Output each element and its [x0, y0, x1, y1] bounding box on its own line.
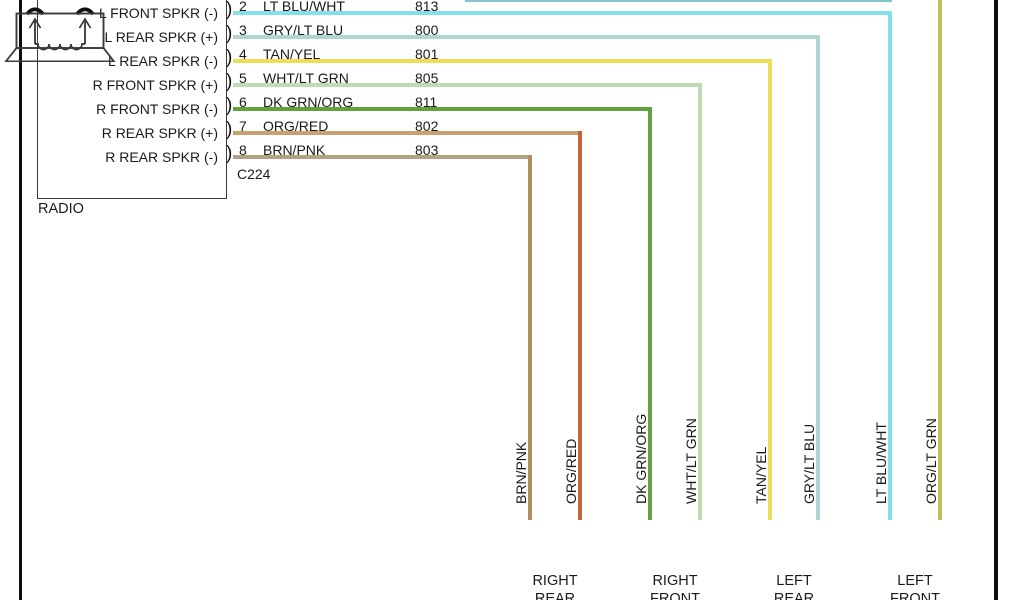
wire-vertical — [698, 83, 702, 520]
speaker-label-line1: LEFT — [897, 573, 933, 589]
vertical-wire-label: LT BLU/WHT — [873, 422, 889, 504]
connector-label: C224 — [237, 166, 271, 182]
wire-horizontal — [233, 107, 652, 111]
speaker-cone — [4, 47, 116, 62]
vertical-wire-label: ORG/RED — [563, 438, 579, 504]
speaker-label-line2: FRONT — [890, 591, 940, 600]
wire-horizontal — [233, 83, 702, 87]
wire-color-code: WHT/LT GRN — [263, 70, 349, 86]
pin-function-label: L FRONT SPKR (-) — [98, 5, 218, 21]
circuit-number: 802 — [415, 118, 439, 134]
pin-function-label: R REAR SPKR (-) — [105, 149, 218, 165]
wire-horizontal — [233, 35, 820, 39]
vertical-wire-label: WHT/LT GRN — [683, 418, 699, 504]
wire-horizontal — [233, 155, 532, 159]
pin-bracket: ) — [226, 47, 233, 68]
pin-bracket: ) — [226, 95, 233, 116]
speaker-label-line1: LEFT — [776, 573, 812, 589]
pin-number: 2 — [239, 0, 247, 14]
speaker-label-line2: REAR — [534, 591, 576, 600]
circuit-number: 803 — [415, 142, 439, 158]
speaker-label-line1: RIGHT — [532, 573, 578, 589]
pin-number: 6 — [239, 94, 247, 110]
wire-color-code: LT BLU/WHT — [263, 0, 345, 14]
wire-vertical — [938, 0, 942, 520]
circuit-number: 800 — [415, 22, 439, 38]
wire-vertical — [648, 107, 652, 520]
circuit-number: 811 — [415, 94, 438, 110]
vertical-wire-label: ORG/LT GRN — [923, 418, 939, 504]
wire-vertical — [816, 35, 820, 520]
wire-color-code: ORG/RED — [263, 118, 329, 134]
pin-function-label: L REAR SPKR (-) — [108, 53, 218, 69]
wire-horizontal — [233, 11, 892, 15]
pin-function-label: R FRONT SPKR (+) — [92, 77, 218, 93]
pin-bracket: ) — [226, 0, 233, 20]
wire-vertical — [528, 155, 532, 520]
radio-box — [37, 0, 227, 199]
pin-bracket: ) — [226, 71, 233, 92]
pin-bracket: ) — [226, 119, 233, 140]
pin-number: 5 — [239, 70, 247, 86]
page-border-right — [994, 0, 998, 600]
wire-color-code: GRY/LT BLU — [263, 22, 344, 38]
voice-coil-symbol — [28, 17, 92, 51]
wire-vertical — [768, 59, 772, 520]
vertical-wire-label: DK GRN/ORG — [633, 413, 649, 504]
page-border-left — [18, 0, 22, 600]
speaker-label-line2: REAR — [773, 591, 815, 600]
circuit-number: 801 — [415, 46, 439, 62]
pin-number: 7 — [239, 118, 247, 134]
wire-vertical — [888, 11, 892, 520]
circuit-number: 805 — [415, 70, 439, 86]
wire-color-code: TAN/YEL — [263, 46, 321, 62]
pin-number: 3 — [239, 22, 247, 38]
radio-label: RADIO — [38, 201, 84, 217]
pin-bracket: ) — [226, 23, 233, 44]
pin-bracket: ) — [226, 143, 233, 164]
vertical-wire-label: BRN/PNK — [513, 441, 529, 504]
speaker — [0, 7, 120, 256]
vertical-wire-label: TAN/YEL — [753, 446, 769, 504]
wire-color-code: DK GRN/ORG — [263, 94, 354, 110]
speaker-terminal-cap-right — [75, 7, 95, 16]
wire-color-code: BRN/PNK — [263, 142, 326, 158]
pin-function-label: R REAR SPKR (+) — [101, 125, 218, 141]
wire-vertical — [578, 131, 582, 520]
pin-number: 4 — [239, 46, 247, 62]
wire-horizontal — [233, 131, 582, 135]
speaker-label-line2: FRONT — [650, 591, 700, 600]
vertical-wire-label: GRY/LT BLU — [801, 423, 817, 504]
speaker-icon — [4, 7, 116, 62]
speaker-magnet-body — [15, 12, 105, 49]
pin-number: 8 — [239, 142, 247, 158]
top-cut-wire-sliver — [465, 0, 892, 2]
pin-function-label: L REAR SPKR (+) — [104, 29, 218, 45]
speaker-label-line1: RIGHT — [652, 573, 698, 589]
speaker-terminal-cap-left — [25, 7, 45, 16]
pin-function-label: R FRONT SPKR (-) — [96, 101, 218, 117]
wire-horizontal — [233, 59, 772, 63]
circuit-number: 813 — [415, 0, 439, 14]
